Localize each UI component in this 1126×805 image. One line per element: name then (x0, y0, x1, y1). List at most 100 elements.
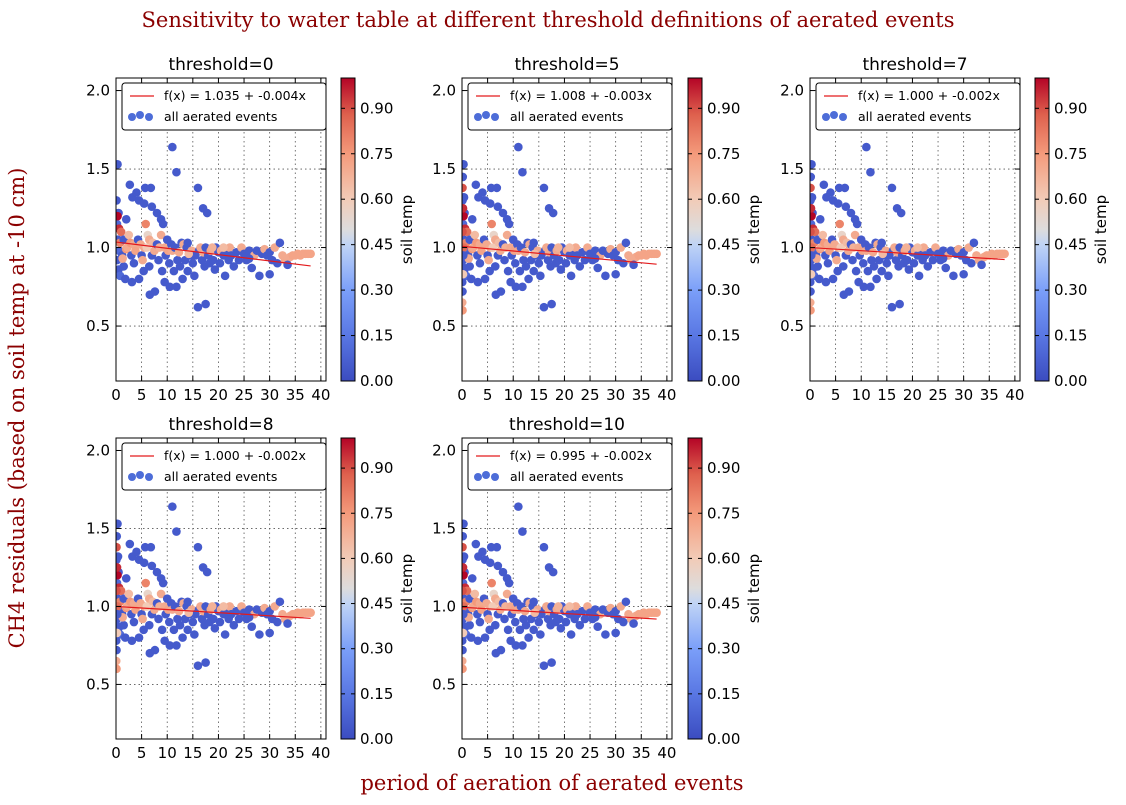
scatter-point (116, 196, 121, 205)
x-tick-label: 25 (235, 744, 254, 762)
y-tick-label: 2.0 (432, 441, 456, 459)
scatter-point (487, 578, 497, 588)
colorbar-tick-label: 0.45 (707, 595, 740, 613)
x-tick-label: 30 (606, 386, 625, 404)
legend-scatter-label: all aerated events (164, 109, 277, 124)
scatter-point (157, 625, 167, 635)
scatter-point (473, 277, 483, 287)
x-tick-label: 35 (632, 744, 651, 762)
scatter-point (652, 608, 661, 617)
scatter-point (514, 142, 523, 152)
scatter-point (969, 238, 979, 248)
scatter-point (462, 570, 468, 580)
scatter-point (539, 661, 549, 670)
colorbar: 0.00 0.15 0.30 0.45 0.60 0.75 0.90 soil temp (340, 437, 416, 748)
y-tick-label: 0.5 (432, 317, 456, 335)
colorbar-tick-label: 0.00 (1054, 372, 1087, 390)
scatter-point (201, 658, 210, 667)
colorbar-tick-label: 0.15 (360, 685, 393, 703)
scatter-point (498, 567, 508, 577)
scatter-point (120, 633, 130, 642)
scatter-point (202, 567, 212, 577)
scatter-point (565, 602, 574, 611)
scatter-point (116, 620, 121, 630)
x-tick-label: 20 (555, 386, 574, 404)
scatter-point (144, 620, 154, 630)
scatter-point (209, 255, 218, 265)
subplot-3: 0 5 10 15 20 25 30 35 40 0.5 1.0 1.5 2.0 threshold=7 f… (780, 55, 1110, 404)
scatter-point (127, 277, 137, 287)
scatter-point (462, 211, 468, 221)
x-tick-label: 15 (183, 386, 202, 404)
y-tick-label: 1.0 (86, 597, 110, 615)
scatter-points (116, 502, 315, 674)
scatter-point (882, 258, 892, 268)
scatter-point (490, 262, 500, 271)
scatter-point (116, 570, 122, 580)
scatter-point (652, 249, 661, 259)
colorbar-tick-label: 0.30 (1054, 281, 1087, 299)
scatter-point (225, 243, 235, 252)
scatter-point (157, 266, 167, 276)
y-tick-label: 0.5 (86, 675, 110, 693)
scatter-point (120, 274, 130, 284)
colorbar-tick-label: 0.45 (707, 236, 740, 254)
legend-marker-swatch (128, 473, 136, 481)
scatter-point (207, 602, 217, 611)
scatter-point (515, 625, 525, 635)
scatter-point (462, 269, 468, 279)
legend-fit-label: f(x) = 1.035 + -0.004x (164, 88, 306, 103)
scatter-point (530, 608, 540, 617)
scatter-point (462, 251, 468, 260)
scatter-point (183, 597, 193, 607)
scatter-point (462, 193, 469, 202)
scatter-point (193, 542, 203, 552)
scatter-point (485, 266, 494, 276)
scatter-point (168, 142, 177, 152)
scatter-point (810, 251, 816, 260)
scatter-point (904, 265, 914, 274)
scatter-point (471, 180, 481, 190)
colorbar-tick-label: 0.90 (707, 99, 740, 117)
legend-marker-swatch (136, 111, 144, 119)
scatter-point (462, 262, 467, 271)
scatter-point (144, 262, 154, 271)
scatter-point (156, 230, 166, 240)
scatter-point (510, 258, 520, 268)
scatter-point (977, 260, 986, 270)
scatter-point (521, 620, 531, 630)
scatter-point (129, 258, 139, 268)
scatter-point (928, 255, 938, 265)
scatter-point (490, 620, 500, 630)
scatter-point (841, 202, 851, 212)
scatter-point (462, 609, 468, 619)
scatter-point (174, 606, 184, 616)
legend-marker-swatch (136, 471, 144, 479)
scatter-point (534, 258, 544, 268)
scatter-point (116, 664, 121, 674)
fit-line (810, 246, 1005, 261)
x-tick-label: 0 (805, 386, 815, 404)
colorbar-tick-label: 0.90 (1054, 99, 1087, 117)
scatter-point (518, 641, 527, 650)
legend: f(x) = 1.035 + -0.004x all aerated events (121, 82, 327, 131)
x-tick-label: 5 (483, 386, 493, 404)
scatter-point (462, 586, 467, 596)
figure-y-label: CH4 residuals (based on soil temp at -10… (5, 168, 29, 649)
scatter-point (485, 558, 495, 568)
colorbar: 0.00 0.15 0.30 0.45 0.60 0.75 0.90 soil temp (687, 77, 763, 390)
scatter-point (184, 608, 194, 617)
scatter-point (139, 199, 149, 208)
scatter-point (134, 633, 144, 642)
subplot-5: 0 5 10 15 20 25 30 35 40 0.5 1.0 1.5 2.0 threshold=10… (432, 415, 763, 762)
y-tick-label: 1.5 (432, 519, 456, 537)
x-tick-label: 15 (529, 744, 548, 762)
scatter-point (859, 282, 869, 292)
scatter-point (139, 266, 148, 276)
y-tick-label: 2.0 (86, 441, 110, 459)
colorbar-tick-label: 0.75 (1054, 145, 1087, 163)
legend-scatter-label: all aerated events (164, 469, 277, 484)
scatter-point (502, 589, 512, 599)
scatter-point (188, 617, 198, 627)
scatter-point (555, 614, 564, 624)
